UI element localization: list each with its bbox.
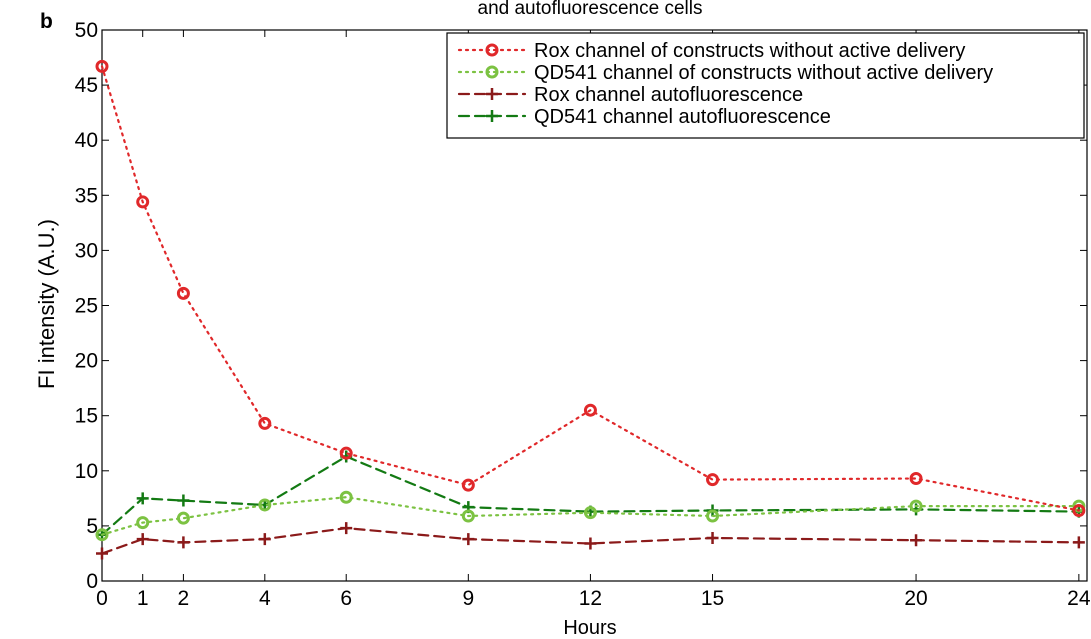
legend-label: Rox channel of constructs without active… [534,40,965,62]
data-point [258,498,272,512]
x-tick-label: 6 [340,587,352,610]
y-tick-label: 45 [75,74,98,97]
data-point [706,509,720,523]
data-point [583,403,597,417]
legend-marker [485,43,499,57]
legend-marker [486,110,498,122]
series-3 [96,522,1085,560]
series-2 [95,490,1086,542]
data-point [136,516,150,530]
data-point [706,532,719,545]
y-tick-label: 40 [75,129,98,152]
y-tick-label: 50 [75,19,98,42]
x-tick-label: 4 [259,587,271,610]
chart-title: and autofluorescence cells [478,0,703,19]
y-axis-label: FI intensity (A.U.) [34,219,59,389]
y-tick-label: 20 [75,350,98,373]
legend-box [446,32,1085,139]
data-point [177,536,190,549]
data-point [176,511,190,525]
data-point [136,195,150,209]
data-point [910,534,923,547]
legend: Rox channel of constructs without active… [446,32,1085,139]
data-point [1072,503,1086,517]
y-tick-label: 30 [75,239,98,262]
data-point [584,537,597,550]
series-1 [95,59,1086,517]
y-tick-label: 10 [75,460,98,483]
series-line [100,455,1081,536]
series-line [100,526,1081,555]
x-tick-label: 2 [178,587,190,610]
data-point [96,547,108,560]
data-point [95,59,109,73]
x-tick-label: 1 [137,587,149,610]
data-point [909,499,923,513]
data-point [706,473,720,487]
x-tick-label: 20 [904,587,927,610]
x-tick-label: 12 [579,587,602,610]
data-point [136,533,149,546]
x-tick-label: 0 [96,587,108,610]
series-4 [96,450,1085,541]
y-tick-label: 25 [75,295,98,318]
data-point [258,416,272,430]
legend-label: QD541 channel of constructs without acti… [534,62,993,84]
data-point [461,509,475,523]
legend-marker [486,88,498,100]
data-point [1072,536,1085,549]
data-point [95,528,109,542]
data-point [258,533,271,546]
x-axis-label: Hours [563,617,616,639]
x-tick-label: 24 [1067,587,1091,610]
data-point [339,490,353,504]
data-point [177,494,190,507]
panel-label: b [40,10,53,33]
y-tick-label: 15 [75,405,98,428]
x-tick-label: 15 [701,587,724,610]
legend-label: Rox channel autofluorescence [534,84,803,106]
data-point [136,492,149,505]
data-point [909,472,923,486]
legend-marker [485,65,499,79]
data-point [583,506,597,520]
data-point [339,446,353,460]
data-point [462,533,475,546]
legend-label: QD541 channel autofluorescence [534,106,831,128]
series-line [100,65,1081,512]
y-tick-label: 0 [86,570,98,593]
series-line [100,496,1081,536]
y-tick-label: 5 [86,515,98,538]
data-point [461,478,475,492]
y-tick-label: 35 [75,184,98,207]
data-point [340,522,353,535]
data-point [176,286,190,300]
x-tick-label: 9 [462,587,474,610]
